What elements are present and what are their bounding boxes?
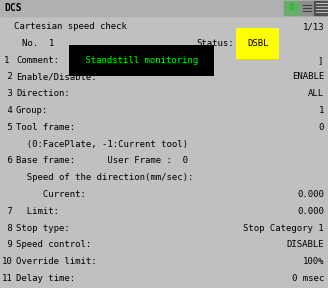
Text: DSBL: DSBL — [247, 39, 269, 48]
Text: O: O — [290, 3, 294, 12]
Bar — [0, 0, 328, 16]
Text: 100%: 100% — [302, 257, 324, 266]
Text: Tool frame:: Tool frame: — [16, 123, 75, 132]
Text: 3: 3 — [2, 89, 13, 98]
Text: DISABLE: DISABLE — [286, 240, 324, 249]
Text: 7: 7 — [2, 207, 13, 216]
Text: Delay time:: Delay time: — [16, 274, 75, 283]
Text: Stop type:: Stop type: — [16, 224, 70, 233]
Text: Group:: Group: — [16, 106, 48, 115]
Text: ]: ] — [318, 56, 323, 65]
Text: Base frame:      User Frame :  0: Base frame: User Frame : 0 — [16, 156, 188, 166]
Text: Speed of the direction(mm/sec):: Speed of the direction(mm/sec): — [16, 173, 194, 182]
Text: 11: 11 — [2, 274, 13, 283]
Text: DCS: DCS — [4, 3, 22, 13]
Text: 4: 4 — [2, 106, 13, 115]
Text: Status:: Status: — [196, 39, 234, 48]
Bar — [284, 1, 300, 15]
Text: (0:FacePlate, -1:Current tool): (0:FacePlate, -1:Current tool) — [16, 140, 188, 149]
Text: 1/13: 1/13 — [302, 22, 324, 31]
Text: Speed control:: Speed control: — [16, 240, 91, 249]
Text: Direction:: Direction: — [16, 89, 70, 98]
Text: 6: 6 — [2, 156, 13, 166]
Text: ALL: ALL — [308, 89, 324, 98]
Text: 2: 2 — [2, 73, 13, 82]
Text: 0 msec: 0 msec — [292, 274, 324, 283]
Bar — [314, 1, 327, 15]
Text: Override limit:: Override limit: — [16, 257, 97, 266]
Text: 10: 10 — [2, 257, 13, 266]
Text: 0.000: 0.000 — [297, 207, 324, 216]
Text: ENABLE: ENABLE — [292, 73, 324, 82]
Text: No.  1: No. 1 — [22, 39, 54, 48]
Text: 8: 8 — [2, 224, 13, 233]
Text: 0.000: 0.000 — [297, 190, 324, 199]
Text: Cartesian speed check: Cartesian speed check — [14, 22, 127, 31]
Text: Limit:: Limit: — [16, 207, 59, 216]
Text: 9: 9 — [2, 240, 13, 249]
Text: 1: 1 — [318, 106, 324, 115]
Text: 0: 0 — [318, 123, 324, 132]
Text: Standstill monitoring: Standstill monitoring — [80, 56, 204, 65]
Text: [: [ — [75, 56, 80, 65]
Text: 5: 5 — [2, 123, 13, 132]
Text: Comment:: Comment: — [16, 56, 59, 65]
Text: Enable/Disable:: Enable/Disable: — [16, 73, 97, 82]
Text: 1: 1 — [4, 56, 10, 65]
Bar — [301, 1, 313, 15]
Text: Stop Category 1: Stop Category 1 — [243, 224, 324, 233]
Text: Current:: Current: — [16, 190, 86, 199]
